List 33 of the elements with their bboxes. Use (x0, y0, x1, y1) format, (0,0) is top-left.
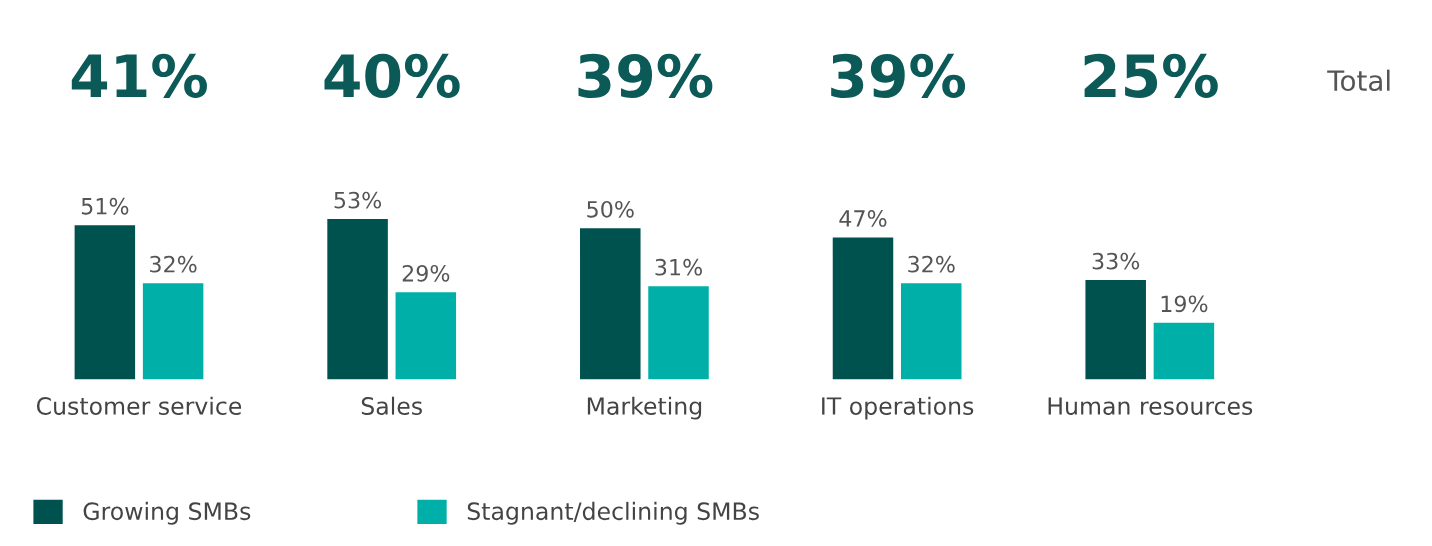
bar (394, 290, 458, 381)
bar (899, 281, 963, 381)
x-tick-label: Customer service (36, 396, 242, 415)
data-label: 32% (908, 255, 955, 273)
data-label: 32% (150, 255, 197, 273)
data-label: 19% (1161, 295, 1208, 313)
bar (831, 236, 895, 381)
bar (73, 223, 137, 381)
x-tick-label: IT operations (822, 396, 974, 420)
text: 40% (324, 53, 460, 98)
data-label: 51% (81, 197, 129, 215)
data-label: 53% (334, 191, 382, 209)
bar (325, 217, 390, 381)
bar (646, 284, 711, 381)
data-label: 33% (1092, 252, 1140, 270)
text: 39% (831, 53, 966, 98)
text: 39% (578, 53, 713, 98)
legend-label: Growing SMBs (83, 501, 251, 525)
bar (578, 226, 642, 381)
data-label: 31% (655, 258, 702, 276)
bar (141, 281, 205, 381)
legend-label: Stagnant/declining SMBs (467, 501, 759, 525)
x-tick-label: Marketing (587, 396, 702, 420)
data-label: 47% (839, 210, 887, 227)
text: 41% (71, 53, 207, 98)
x-tick-label: Sales (361, 396, 422, 415)
bar (1084, 278, 1148, 381)
text: 25% (1084, 53, 1218, 98)
data-label: 29% (402, 264, 450, 282)
x-tick-label: Human resources (1048, 397, 1253, 415)
data-label: 50% (587, 200, 634, 218)
text: Total (1327, 69, 1390, 92)
bar (1152, 321, 1216, 381)
